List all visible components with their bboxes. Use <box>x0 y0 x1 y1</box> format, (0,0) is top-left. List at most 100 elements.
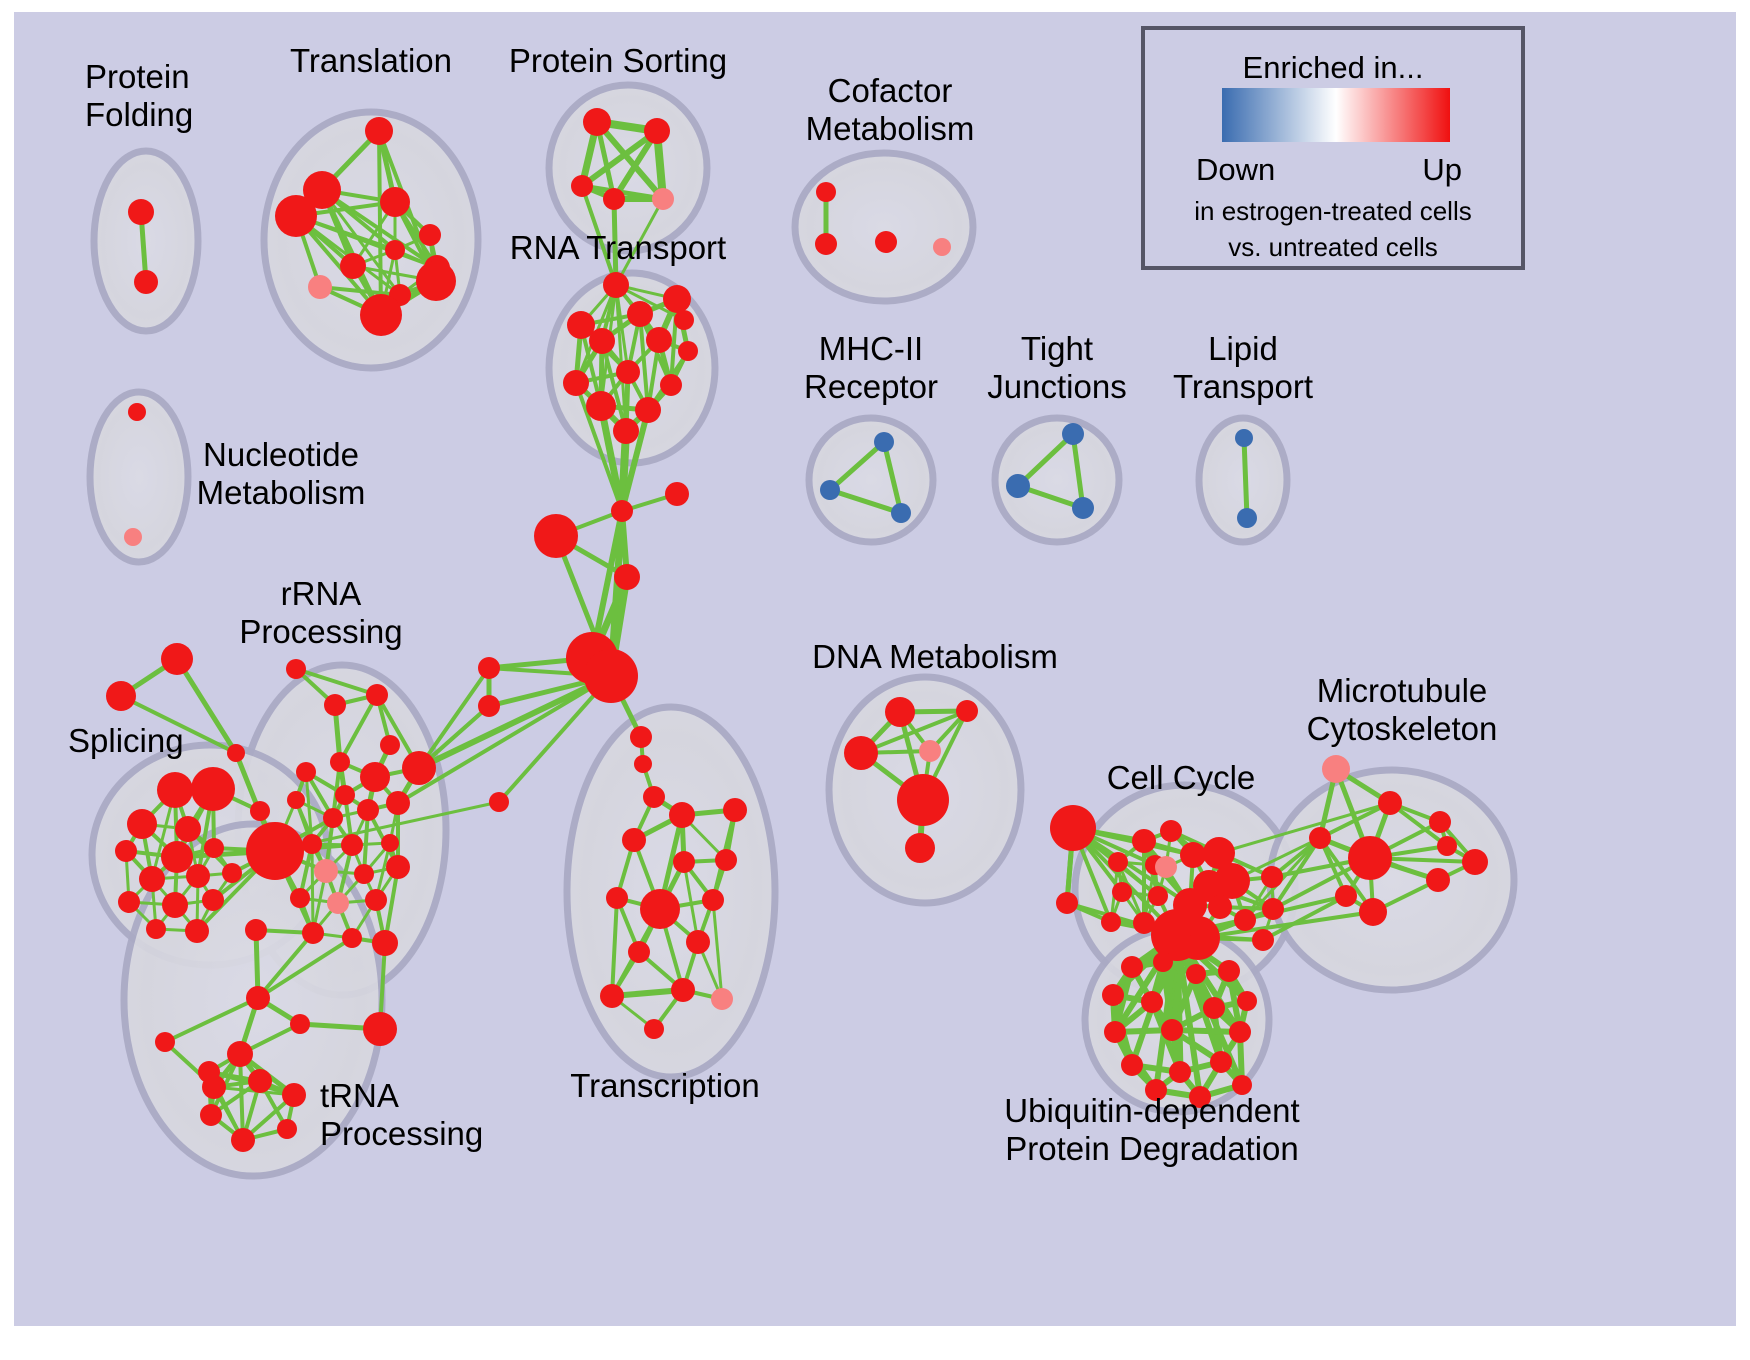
network-node-rr22[interactable] <box>302 922 324 944</box>
network-node-tn5[interactable] <box>227 1041 253 1067</box>
network-node-mt2[interactable] <box>1378 791 1402 815</box>
network-node-mt3[interactable] <box>1309 827 1331 849</box>
network-node-tj1[interactable] <box>1062 423 1084 445</box>
network-node-cf2[interactable] <box>815 233 837 255</box>
network-node-tx9[interactable] <box>686 930 710 954</box>
network-node-c1[interactable] <box>611 500 633 522</box>
network-node-mh2[interactable] <box>820 480 840 500</box>
network-node-tx2[interactable] <box>723 798 747 822</box>
network-node-mt10[interactable] <box>1462 849 1488 875</box>
network-node-sp12[interactable] <box>186 864 210 888</box>
network-node-tx12[interactable] <box>671 978 695 1002</box>
network-node-lt1[interactable] <box>1235 429 1253 447</box>
network-node-tn12[interactable] <box>198 1061 220 1083</box>
network-node-mt9[interactable] <box>1359 898 1387 926</box>
network-node-ps2[interactable] <box>644 118 670 144</box>
network-node-cc11[interactable] <box>1112 882 1132 902</box>
network-node-ps1[interactable] <box>583 108 611 136</box>
network-node-cc23[interactable] <box>1252 929 1274 951</box>
network-node-mt8[interactable] <box>1437 836 1457 856</box>
network-node-ub18[interactable] <box>1174 934 1196 956</box>
network-node-rr26[interactable] <box>402 751 436 785</box>
network-node-rr2[interactable] <box>324 694 346 716</box>
network-node-mh1[interactable] <box>874 432 894 452</box>
network-node-tn4[interactable] <box>155 1032 175 1052</box>
network-node-tx4[interactable] <box>673 851 695 873</box>
network-node-tx5[interactable] <box>715 849 737 871</box>
network-node-sp9[interactable] <box>161 841 193 873</box>
network-node-cc20[interactable] <box>1234 909 1256 931</box>
network-node-sp13[interactable] <box>222 863 242 883</box>
network-node-mt7[interactable] <box>1335 885 1357 907</box>
network-node-sp4[interactable] <box>157 772 193 808</box>
network-node-cf1[interactable] <box>816 182 836 202</box>
network-node-tr12[interactable] <box>360 294 402 336</box>
network-node-tn1[interactable] <box>246 986 270 1010</box>
network-node-ub13[interactable] <box>1169 1061 1191 1083</box>
network-node-rr21[interactable] <box>365 889 387 911</box>
network-node-tr3[interactable] <box>380 187 410 217</box>
network-node-pf2[interactable] <box>134 270 158 294</box>
network-node-ub8[interactable] <box>1237 991 1257 1011</box>
network-node-rr4[interactable] <box>380 735 400 755</box>
network-node-ub9[interactable] <box>1104 1021 1126 1043</box>
network-node-sp17[interactable] <box>146 919 166 939</box>
network-node-lt2[interactable] <box>1237 508 1257 528</box>
network-node-rr9[interactable] <box>287 791 305 809</box>
network-node-sp2[interactable] <box>106 681 136 711</box>
network-node-tx3[interactable] <box>622 828 646 852</box>
network-node-tx7[interactable] <box>702 889 724 911</box>
network-node-c6[interactable] <box>584 649 638 703</box>
network-node-rt14[interactable] <box>674 310 694 330</box>
network-node-rt3[interactable] <box>567 311 595 339</box>
network-node-nm2[interactable] <box>124 528 142 546</box>
network-node-cc9[interactable] <box>1214 863 1250 899</box>
network-node-tx1[interactable] <box>669 802 695 828</box>
network-node-tx6[interactable] <box>640 889 680 929</box>
network-node-dn2[interactable] <box>956 700 978 722</box>
network-node-rr25[interactable] <box>245 919 267 941</box>
network-node-tn8[interactable] <box>282 1083 306 1107</box>
network-node-ub16[interactable] <box>1189 1086 1211 1108</box>
network-node-sp8[interactable] <box>115 840 137 862</box>
network-node-pf1[interactable] <box>128 199 154 225</box>
network-node-ub12[interactable] <box>1121 1054 1143 1076</box>
network-node-tn7[interactable] <box>248 1069 272 1093</box>
network-node-sp14[interactable] <box>118 891 140 913</box>
network-node-rt12[interactable] <box>635 397 661 423</box>
network-node-tx11[interactable] <box>600 984 624 1008</box>
network-node-tx13[interactable] <box>711 988 733 1010</box>
network-node-cc10[interactable] <box>1155 856 1177 878</box>
network-node-rt2[interactable] <box>663 285 691 313</box>
network-node-mt4[interactable] <box>1348 836 1392 880</box>
network-node-ps5[interactable] <box>652 188 674 210</box>
network-node-rr20[interactable] <box>327 892 349 914</box>
network-node-cc3[interactable] <box>1160 820 1182 842</box>
network-node-dn6[interactable] <box>905 833 935 863</box>
network-node-mh3[interactable] <box>891 503 911 523</box>
network-node-rr7[interactable] <box>296 762 316 782</box>
network-node-tx14[interactable] <box>644 1019 664 1039</box>
network-node-tj2[interactable] <box>1006 474 1030 498</box>
network-node-cf3[interactable] <box>875 231 897 253</box>
network-node-rr10[interactable] <box>323 808 343 828</box>
network-node-rr13[interactable] <box>302 834 322 854</box>
network-node-cc16[interactable] <box>1133 912 1155 934</box>
network-node-cf4[interactable] <box>933 238 951 256</box>
network-node-tn3[interactable] <box>363 1012 397 1046</box>
network-node-dn4[interactable] <box>919 740 941 762</box>
network-node-ub15[interactable] <box>1145 1079 1167 1101</box>
network-node-sp3[interactable] <box>227 744 245 762</box>
network-node-dn3[interactable] <box>844 736 878 770</box>
network-node-sp11[interactable] <box>139 866 165 892</box>
network-node-rr23[interactable] <box>342 928 362 948</box>
network-node-rr16[interactable] <box>314 859 338 883</box>
network-node-c7[interactable] <box>478 657 500 679</box>
network-node-c9[interactable] <box>630 726 652 748</box>
network-node-rr1[interactable] <box>286 659 306 679</box>
network-node-ub1[interactable] <box>1121 956 1143 978</box>
network-node-c8[interactable] <box>478 695 500 717</box>
network-node-mt6[interactable] <box>1426 868 1450 892</box>
network-node-rr19[interactable] <box>290 888 310 908</box>
network-node-c2[interactable] <box>665 482 689 506</box>
